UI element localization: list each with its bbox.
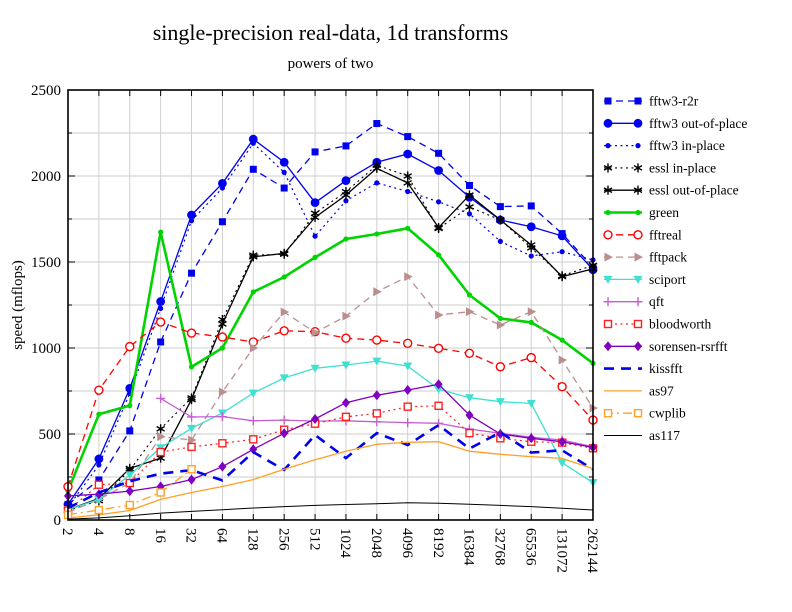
legend: fftw3-r2r fftw3 out-of-place fftw3 in-plac… <box>603 94 747 443</box>
legend-label: sorensen-rsrfft <box>649 339 728 354</box>
x-tick-label: 4096 <box>399 528 415 559</box>
legend-entry-green: green <box>604 205 679 220</box>
series-bloodworth <box>63 401 598 515</box>
x-tick-label: 262144 <box>584 528 600 574</box>
legend-label: cwplib <box>649 406 686 421</box>
legend-label: as117 <box>649 428 680 443</box>
legend-entry-qft: qft <box>603 294 664 309</box>
axes <box>67 89 594 521</box>
legend-label: fftw3 in-place <box>649 138 725 153</box>
x-tick-label: 2 <box>59 528 75 536</box>
x-axis-tick-labels: 2 4 8 16 32 64 128 256 512 1024 2048 4096 8192 16384 3… <box>59 528 600 574</box>
legend-entry-fftw3-in-place: fftw3 in-place <box>604 138 725 153</box>
legend-entry-bloodworth: bloodworth <box>603 317 711 332</box>
x-tick-label: 1024 <box>337 528 353 559</box>
legend-label: fftw3 out-of-place <box>649 116 747 131</box>
x-tick-label: 512 <box>306 528 322 551</box>
x-tick-label: 256 <box>275 528 291 551</box>
x-tick-label: 16 <box>152 528 168 544</box>
legend-label: sciport <box>649 272 686 287</box>
x-tick-label: 8 <box>121 528 137 536</box>
legend-label: fftreal <box>649 227 682 242</box>
legend-entry-essl-out-of-place: essl out-of-place <box>603 183 739 198</box>
series-as97 <box>67 441 594 519</box>
x-tick-label: 2048 <box>368 528 384 558</box>
x-tick-label: 4 <box>90 528 106 536</box>
x-tick-label: 16384 <box>461 528 477 566</box>
series-fftpack <box>64 272 598 517</box>
legend-label: bloodworth <box>649 317 711 332</box>
x-tick-label: 64 <box>214 528 230 544</box>
y-axis-tick-labels: 0 500 1000 1500 2000 2500 <box>31 83 61 529</box>
series-kissfft <box>67 423 594 510</box>
chart-subtitle: powers of two <box>287 56 374 72</box>
x-tick-label: 128 <box>244 528 260 551</box>
legend-label: kissfft <box>649 361 683 376</box>
x-tick-label: 65536 <box>522 528 538 566</box>
series-green <box>65 225 596 494</box>
series-sorensen-rsrfft <box>64 379 597 501</box>
y-tick-label: 500 <box>39 427 62 443</box>
legend-entry-essl-in-place: essl in-place <box>603 160 716 175</box>
x-tick-label: 32 <box>183 528 199 543</box>
series-fftw3-in-place <box>65 140 596 510</box>
series-fftreal <box>63 317 598 492</box>
legend-label: as97 <box>649 383 674 398</box>
legend-entry-sorensen-rsrfft: sorensen-rsrfft <box>604 339 728 354</box>
legend-entry-fftw3-r2r: fftw3-r2r <box>604 94 699 109</box>
chart-title: single-precision real-data, 1d transform… <box>152 20 509 45</box>
legend-label: essl out-of-place <box>649 183 739 198</box>
x-tick-label: 131072 <box>553 528 569 573</box>
x-tick-label: 32768 <box>492 528 508 566</box>
legend-label: green <box>649 205 679 220</box>
y-tick-label: 1500 <box>31 255 61 271</box>
legend-entry-sciport: sciport <box>603 272 686 287</box>
legend-label: fftpack <box>649 250 687 265</box>
x-tick-label: 8192 <box>430 528 446 558</box>
series-essl-out-of-place <box>63 163 598 515</box>
y-tick-label: 2000 <box>31 169 61 185</box>
legend-entry-fftpack: fftpack <box>604 250 687 265</box>
legend-label: fftw3-r2r <box>649 94 699 109</box>
legend-entry-cwplib: cwplib <box>603 406 686 421</box>
series-as117 <box>67 502 594 520</box>
legend-entry-kissfft: kissfft <box>604 361 683 376</box>
legend-entry-as117: as117 <box>604 428 680 443</box>
y-tick-label: 1000 <box>31 341 61 357</box>
legend-entry-as97: as97 <box>604 383 674 398</box>
legend-entry-fftw3-out-of-place: fftw3 out-of-place <box>603 116 747 131</box>
legend-entry-fftreal: fftreal <box>603 227 682 242</box>
y-tick-label: 0 <box>54 513 62 529</box>
legend-label: qft <box>649 294 664 309</box>
legend-label: essl in-place <box>649 160 716 175</box>
y-tick-label: 2500 <box>31 83 61 99</box>
